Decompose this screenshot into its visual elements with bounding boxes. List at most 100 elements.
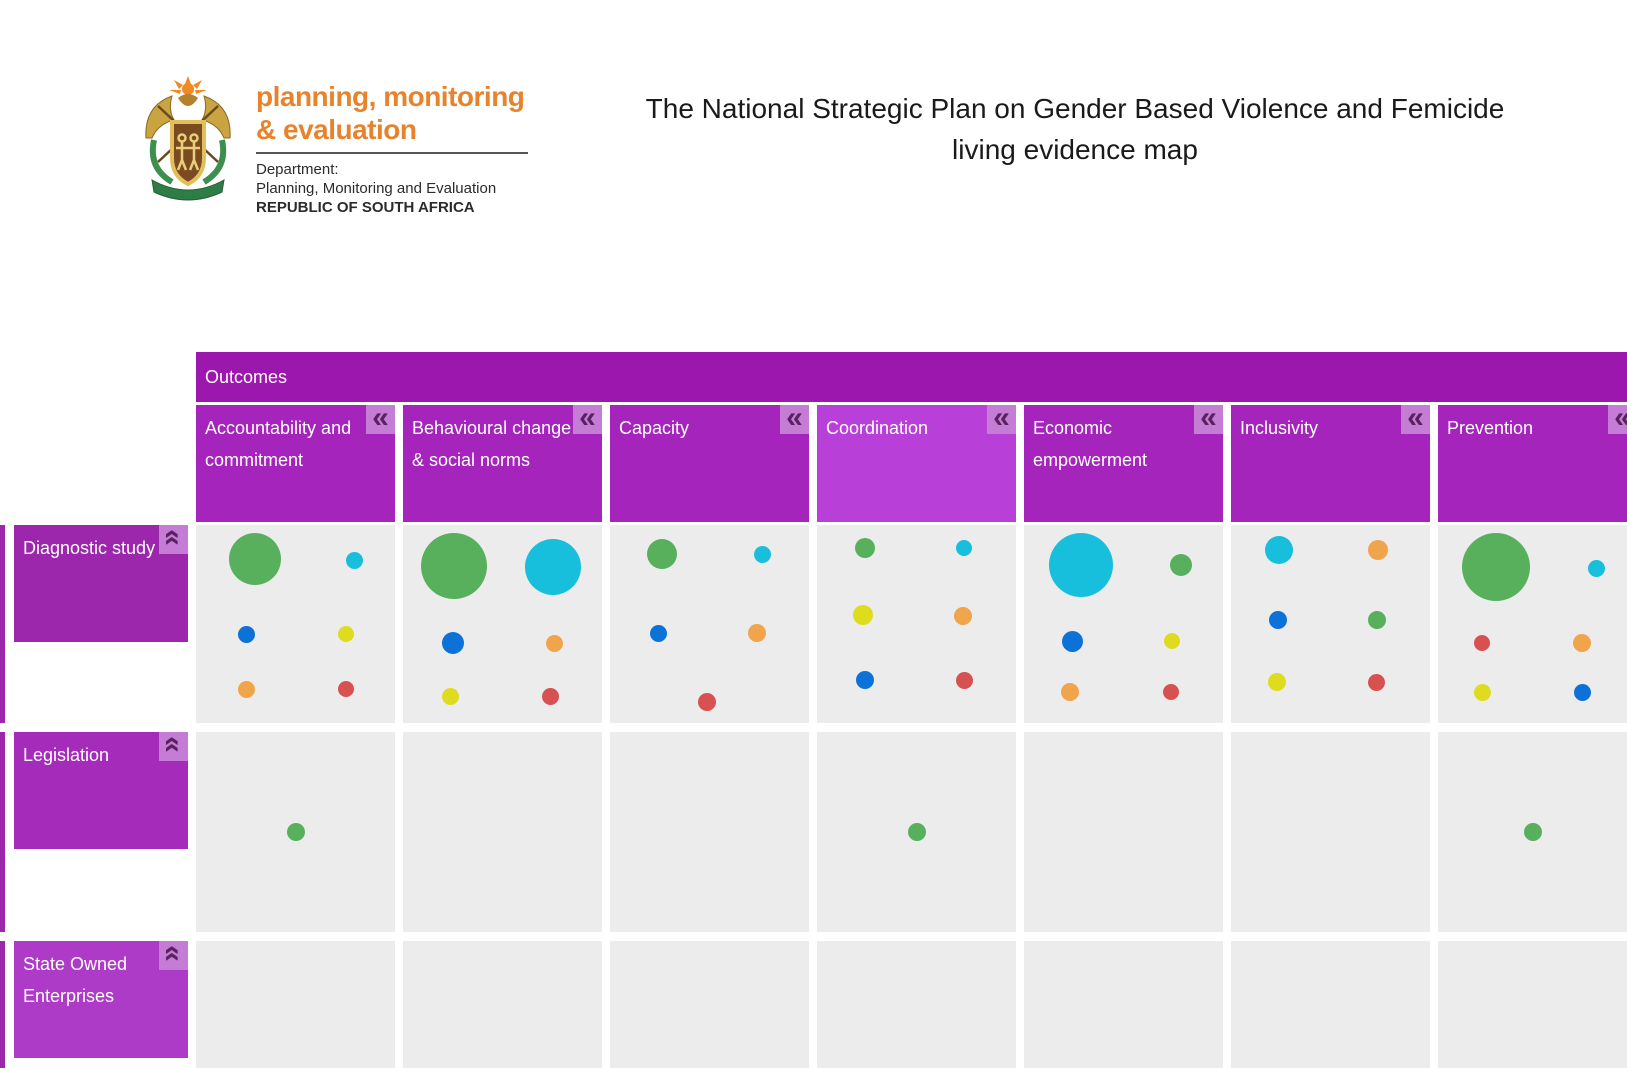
evidence-bubble-yellow[interactable] [338, 626, 354, 642]
evidence-cell [196, 525, 395, 723]
evidence-bubble-orange[interactable] [1368, 540, 1388, 560]
evidence-bubble-blue[interactable] [1573, 683, 1591, 701]
department-name: Planning, Monitoring and Evaluation [256, 180, 497, 197]
evidence-bubble-yellow[interactable] [1473, 683, 1491, 701]
evidence-bubble-orange[interactable] [237, 680, 255, 698]
double-chevron-left-icon: « [1614, 403, 1627, 433]
collapse-row-button[interactable]: « [157, 525, 190, 554]
evidence-cell [1438, 732, 1627, 932]
row-label: State Owned Enterprises [23, 954, 128, 1006]
evidence-cell [1231, 525, 1430, 723]
evidence-bubble-cyan[interactable] [753, 545, 771, 563]
column-header-accountability-and-commitment: Accountability and commitment « [196, 403, 395, 522]
double-chevron-left-icon: « [786, 401, 803, 434]
evidence-bubble-green[interactable] [229, 533, 281, 585]
evidence-bubble-green[interactable] [287, 823, 305, 841]
evidence-bubble-blue[interactable] [237, 625, 255, 643]
double-chevron-up-icon: « [157, 945, 190, 962]
evidence-bubble-yellow[interactable] [1268, 673, 1286, 691]
double-chevron-left-icon: « [1407, 401, 1424, 434]
column-header-economic-empowerment: Economic empowerment « [1024, 401, 1223, 522]
collapse-column-button[interactable]: « [573, 403, 602, 434]
evidence-cell [196, 732, 395, 932]
column-label: Capacity [619, 418, 690, 438]
evidence-cell [1024, 732, 1223, 932]
column-label: Economic empowerment [1033, 418, 1148, 470]
collapse-column-button[interactable]: « [1401, 401, 1430, 434]
collapse-row-button[interactable]: « [157, 941, 190, 970]
collapse-column-button[interactable]: « [1608, 403, 1627, 434]
evidence-bubble-cyan[interactable] [1587, 559, 1605, 577]
country-name: REPUBLIC OF SOUTH AFRICA [256, 199, 475, 216]
evidence-bubble-green[interactable] [1524, 823, 1542, 841]
evidence-cell [1231, 732, 1430, 932]
collapse-column-button[interactable]: « [780, 401, 809, 434]
double-chevron-up-icon: « [157, 529, 190, 546]
evidence-cell [403, 732, 602, 932]
interventions-axis-edge [0, 732, 5, 932]
evidence-bubble-blue[interactable] [649, 624, 667, 642]
brand-name: planning, monitoring & evaluation [256, 81, 525, 145]
evidence-bubble-red[interactable] [698, 693, 716, 711]
evidence-cell [403, 941, 602, 1068]
evidence-bubble-cyan[interactable] [956, 540, 972, 556]
outcomes-group-header: Outcomes [196, 352, 1627, 402]
double-chevron-left-icon: « [1200, 401, 1217, 434]
evidence-bubble-green[interactable] [1368, 611, 1386, 629]
evidence-bubble-yellow[interactable] [441, 687, 459, 705]
evidence-cell [610, 941, 809, 1068]
column-label: Prevention [1447, 418, 1534, 438]
column-label: Coordination [826, 418, 929, 438]
evidence-bubble-orange[interactable] [954, 607, 972, 625]
column-header-prevention: Prevention « [1438, 403, 1627, 522]
row-header-legislation: Legislation « [14, 732, 190, 849]
evidence-bubble-red[interactable] [1474, 635, 1490, 651]
evidence-bubble-orange[interactable] [1573, 634, 1591, 652]
evidence-cell [610, 732, 809, 932]
evidence-bubble-orange[interactable] [748, 624, 766, 642]
logo-divider [256, 152, 528, 154]
column-label: Inclusivity [1240, 418, 1319, 438]
evidence-bubble-green[interactable] [855, 538, 875, 558]
outcomes-label: Outcomes [205, 366, 288, 387]
sa-coat-of-arms-icon [145, 76, 231, 201]
column-label: Behavioural change & social norms [412, 418, 572, 470]
double-chevron-left-icon: « [993, 401, 1010, 434]
column-header-behavioural-change-social-norms: Behavioural change & social norms « [403, 403, 602, 522]
collapse-column-button[interactable]: « [366, 403, 395, 434]
evidence-bubble-cyan[interactable] [1049, 533, 1113, 597]
evidence-bubble-blue[interactable] [442, 632, 464, 654]
collapse-row-button[interactable]: « [157, 732, 190, 761]
collapse-column-button[interactable]: « [987, 401, 1016, 434]
evidence-cell [403, 525, 602, 723]
evidence-bubble-green[interactable] [421, 533, 487, 599]
evidence-bubble-red[interactable] [955, 671, 973, 689]
evidence-bubble-blue[interactable] [1061, 630, 1083, 652]
evidence-bubble-orange[interactable] [1061, 683, 1079, 701]
row-header-diagnostic-study: Diagnostic study « [14, 525, 190, 642]
evidence-bubble-cyan[interactable] [345, 551, 363, 569]
evidence-bubble-blue[interactable] [1269, 611, 1287, 629]
row-label: Legislation [23, 745, 110, 765]
evidence-bubble-yellow[interactable] [853, 605, 873, 625]
evidence-bubble-red[interactable] [1367, 673, 1385, 691]
row-label: Diagnostic study [23, 538, 156, 558]
evidence-bubble-cyan[interactable] [1265, 536, 1293, 564]
column-header-capacity: Capacity « [610, 401, 809, 522]
page-title: The National Strategic Plan on Gender Ba… [645, 93, 1505, 165]
column-label: Accountability and commitment [205, 418, 352, 470]
evidence-bubble-green[interactable] [908, 823, 926, 841]
interventions-axis-edge [0, 941, 5, 1068]
evidence-bubble-red[interactable] [338, 681, 354, 697]
evidence-bubble-yellow[interactable] [1164, 633, 1180, 649]
collapse-column-button[interactable]: « [1194, 401, 1223, 434]
evidence-bubble-green[interactable] [647, 539, 677, 569]
evidence-bubble-green[interactable] [1462, 533, 1530, 601]
evidence-bubble-cyan[interactable] [525, 539, 581, 595]
evidence-bubble-red[interactable] [1163, 684, 1179, 700]
evidence-bubble-red[interactable] [541, 687, 559, 705]
evidence-cell [196, 941, 395, 1068]
evidence-bubble-blue[interactable] [856, 671, 874, 689]
evidence-bubble-green[interactable] [1170, 554, 1192, 576]
evidence-bubble-orange[interactable] [545, 634, 563, 652]
